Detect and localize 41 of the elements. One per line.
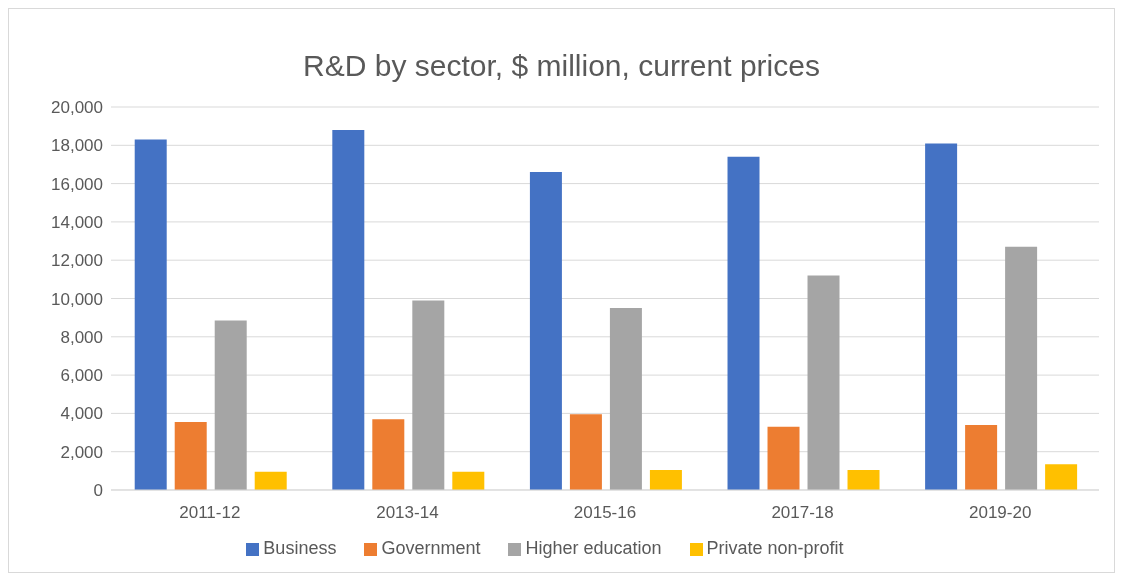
x-tick-label: 2019-20: [969, 503, 1032, 523]
bar: [254, 471, 287, 490]
y-tick-label: 20,000: [51, 98, 103, 118]
legend-label: Government: [381, 538, 481, 558]
bar: [965, 424, 998, 490]
y-tick-label: 6,000: [60, 366, 103, 386]
bar: [847, 469, 880, 490]
bar: [609, 308, 642, 490]
legend-label: Higher education: [525, 538, 662, 558]
bar: [332, 129, 365, 490]
y-tick-label: 16,000: [51, 174, 103, 194]
x-tick-label: 2015-16: [573, 503, 637, 523]
bar: [925, 143, 958, 490]
legend-label: Business: [263, 538, 337, 558]
y-tick-label: 12,000: [51, 251, 103, 271]
x-tick-label: 2017-18: [771, 503, 834, 523]
y-tick-label: 18,000: [51, 136, 103, 156]
y-tick-label: 14,000: [51, 212, 103, 232]
bar: [767, 426, 800, 490]
bar: [372, 419, 405, 490]
bar: [569, 414, 602, 490]
bar: [649, 469, 682, 490]
bar: [1045, 464, 1078, 490]
bar: [214, 320, 247, 490]
y-tick-label: 10,000: [51, 289, 103, 309]
chart-title: R&D by sector, $ million, current prices: [302, 49, 821, 84]
x-tick-label: 2013-14: [376, 503, 439, 523]
bar: [174, 422, 207, 490]
bar: [412, 300, 445, 490]
y-tick-label: 8,000: [60, 327, 103, 347]
y-tick-label: 4,000: [60, 404, 103, 424]
bar: [727, 156, 760, 490]
bar: [134, 139, 167, 490]
x-tick-label: 2011-12: [179, 503, 241, 523]
y-tick-label: 2,000: [60, 442, 103, 462]
y-tick-label: 0: [93, 481, 103, 501]
bar: [807, 275, 840, 490]
legend-label: Private non-profit: [706, 538, 844, 558]
bar: [1005, 246, 1038, 490]
bar: [529, 172, 562, 490]
bar: [452, 471, 485, 490]
